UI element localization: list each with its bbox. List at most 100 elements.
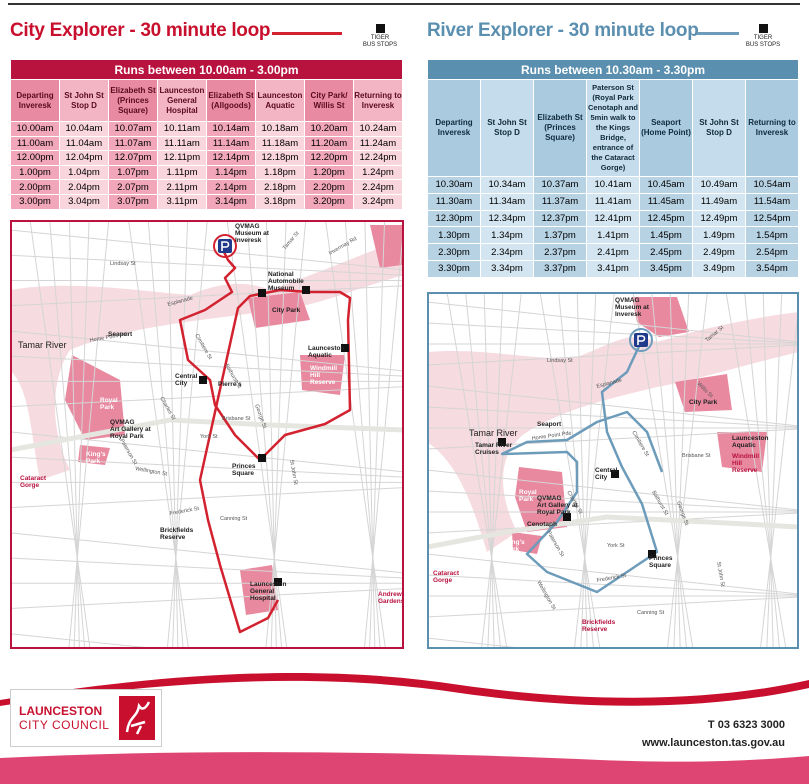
- place-label-line: Park: [505, 546, 519, 553]
- bus-route: [178, 247, 352, 634]
- place-label-line: Gorge: [433, 577, 453, 584]
- street-label: Lindsay St: [110, 261, 136, 267]
- river-area: [10, 240, 404, 480]
- street: [762, 292, 774, 649]
- place-label-line: Art Gallery at: [537, 502, 579, 509]
- banner-row: Runs between 10.00am - 3.00pm: [10, 59, 403, 80]
- time-cell: 12.37pm: [533, 209, 587, 228]
- street: [363, 220, 404, 649]
- street: [427, 428, 799, 450]
- time-cell: 3.11pm: [157, 193, 207, 210]
- time-cell: 12.14pm: [206, 150, 256, 166]
- banner: Runs between 10.30am - 3.30pm: [427, 59, 799, 80]
- street: [49, 220, 86, 649]
- parking-p: [637, 335, 646, 345]
- time-cell: 2.37pm: [533, 243, 587, 261]
- place-label-line: Museum at: [235, 230, 270, 237]
- place-label: City Park: [272, 307, 301, 314]
- place-label-line: Brickfields: [582, 619, 616, 626]
- header-row: Departing Inveresk St John St Stop D Eliza…: [427, 79, 799, 177]
- time-cell: 2.07pm: [108, 179, 158, 195]
- place-label-line: Park: [86, 458, 100, 465]
- logo-line: LAUNCESTON: [19, 704, 103, 718]
- place-label-line: Museum at: [615, 304, 650, 311]
- street: [576, 292, 588, 649]
- time-row: 3.00pm 3.04pm 3.07pm 3.11pm 3.14pm 3.18pm 3.20…: [10, 193, 403, 210]
- contact: T 03 6323 3000 www.launceston.tas.gov.au: [642, 716, 785, 752]
- parking-ring: [629, 328, 653, 352]
- street: [147, 220, 184, 649]
- park-area: [512, 532, 542, 554]
- time-cell: 3.30pm: [427, 259, 481, 278]
- time-cell: 12.45pm: [639, 209, 693, 228]
- bus-route: [500, 341, 664, 594]
- place-label-line: Reserve: [310, 379, 336, 386]
- place-label-line: Park: [100, 404, 114, 411]
- street: [427, 469, 799, 511]
- footer-band: [0, 752, 809, 784]
- street-label: Frederick St: [169, 506, 200, 517]
- place-label-line: Reserve: [732, 467, 758, 474]
- column-header: Returning to Inveresk: [353, 79, 403, 122]
- time-cell: 2.30pm: [427, 243, 481, 261]
- place-label-line: Royal: [519, 489, 537, 496]
- place-label: Launceston General Hospital: [250, 581, 287, 602]
- time-cell: 2.41pm: [586, 243, 640, 261]
- place-label: King's Park: [86, 451, 106, 465]
- place-label: Pierre's: [218, 381, 242, 388]
- column-header: City Park/ Willis St: [304, 79, 354, 122]
- time-cell: 11.07am: [108, 135, 158, 152]
- place-label-line: City Park: [272, 307, 301, 314]
- place-label: Princes Square: [232, 463, 256, 477]
- place-label-line: Hospital: [250, 595, 276, 602]
- column-header: Seaport (Home Point): [639, 79, 693, 177]
- place-label: Royal Park: [100, 397, 118, 411]
- bus-stop: [648, 550, 656, 558]
- place-label: City Park: [689, 399, 718, 406]
- street: [427, 637, 534, 649]
- time-cell: 3.18pm: [255, 193, 305, 210]
- place-label-line: Gardens: [378, 598, 404, 605]
- place-label-line: Square: [649, 562, 671, 569]
- place-label: Tamar River: [18, 340, 67, 350]
- time-cell: 11.24am: [353, 135, 403, 152]
- parking-ring: [213, 234, 237, 258]
- time-cell: 2.11pm: [157, 179, 207, 195]
- place-label: QVMAG Museum at Inveresk: [615, 297, 650, 318]
- place-label-line: Central: [175, 373, 198, 380]
- time-cell: 12.07pm: [108, 150, 158, 166]
- legend-text: TIGER: [370, 35, 390, 41]
- place-label: Seaport: [537, 421, 562, 428]
- street: [427, 344, 799, 366]
- street: [573, 292, 615, 649]
- place-label: Tamar River Cruises: [475, 442, 513, 456]
- time-cell: 2.49pm: [692, 243, 746, 261]
- time-cell: 10.37am: [533, 176, 587, 194]
- place-label-line: National: [268, 271, 294, 278]
- place-label: QVMAG Museum at Inveresk: [235, 223, 270, 244]
- street-label: St John St: [288, 459, 298, 485]
- time-row: 1.00pm 1.04pm 1.07pm 1.11pm 1.14pm 1.18pm 1.20…: [10, 164, 403, 181]
- time-cell: 2.24pm: [353, 179, 403, 195]
- time-cell: 3.34pm: [480, 259, 534, 278]
- time-cell: 10.45am: [639, 176, 693, 194]
- place-label: Central City: [595, 467, 618, 481]
- logo-icon: [119, 696, 155, 740]
- place-label-line: Automobile: [268, 278, 304, 285]
- park-area: [65, 355, 125, 440]
- place-label-line: Launceston: [308, 345, 345, 352]
- place-label: Royal Park: [519, 489, 537, 503]
- column-header: St John St Stop D: [692, 79, 746, 177]
- park-area: [675, 374, 732, 412]
- time-cell: 1.54pm: [745, 226, 799, 245]
- street: [651, 292, 688, 649]
- time-cell: 1.45pm: [639, 226, 693, 245]
- time-cell: 1.30pm: [427, 226, 481, 245]
- place-label-line: Andrew: [378, 591, 403, 598]
- place-label-line: King's: [86, 451, 106, 458]
- time-cell: 3.20pm: [304, 193, 354, 210]
- legend-text: BUS STOPS: [362, 42, 398, 48]
- bus-stop: [563, 513, 571, 521]
- place-label-line: Royal Park: [110, 433, 144, 440]
- street-label: Wellington St: [135, 466, 168, 478]
